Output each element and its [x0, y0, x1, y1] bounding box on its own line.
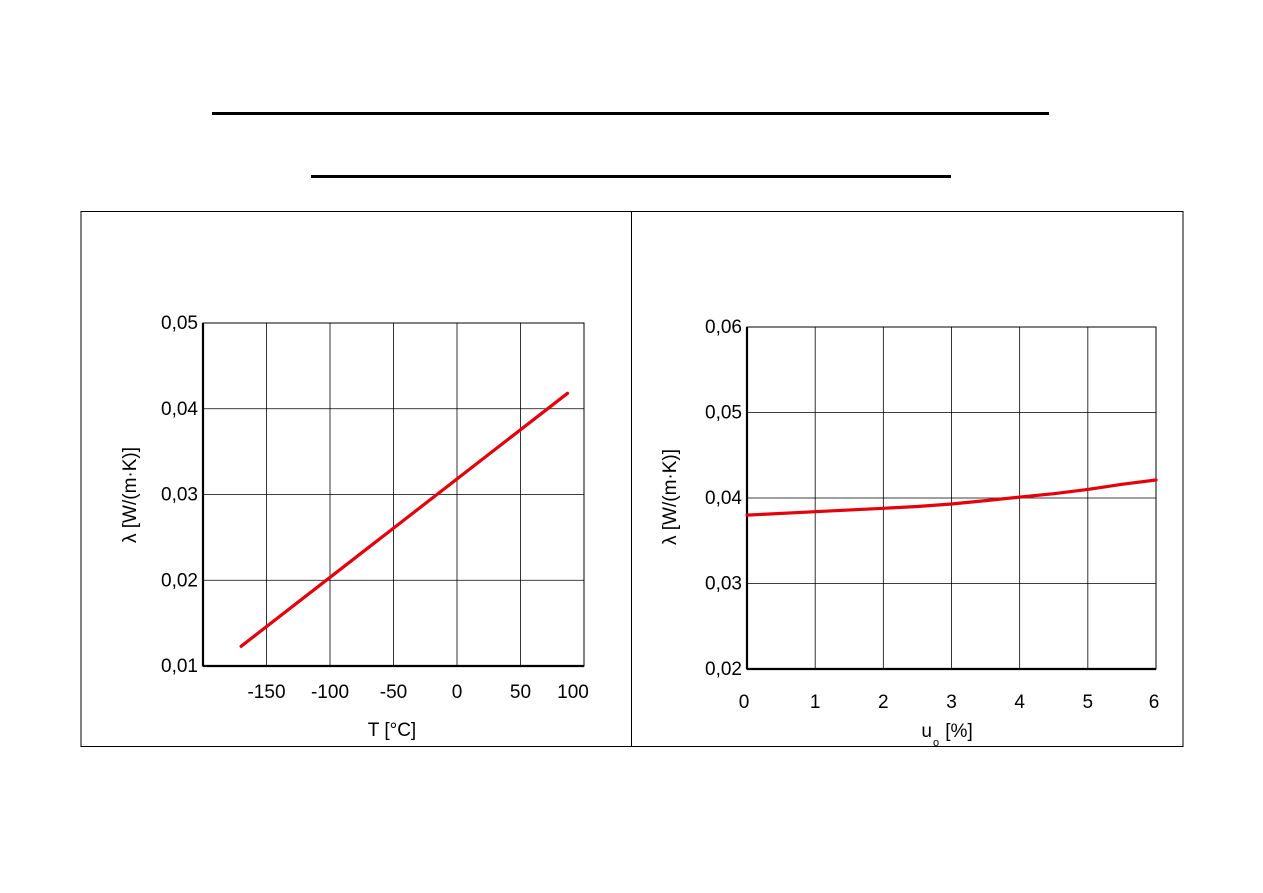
- left-y-tick-label: 0,01: [161, 656, 198, 677]
- right-y-tick-label: 0,05: [705, 403, 742, 424]
- left-y-axis-label: λ [W/(m·K)]: [120, 447, 141, 543]
- left-x-tick-label: -100: [311, 682, 349, 703]
- left-x-tick-label: -50: [380, 682, 407, 703]
- right-x-tick-label: 2: [878, 692, 889, 713]
- left-series-line: [239, 391, 570, 648]
- right-x-axis-label-subscript: o: [933, 737, 939, 749]
- right-y-tick-label: 0,06: [705, 317, 742, 338]
- right-x-tick-label: 5: [1083, 692, 1094, 713]
- chart-right-moisture: λ [W/(m·K)] u o [%] 0,02 0,03 0,04 0,05 0,06…: [660, 317, 1159, 749]
- left-x-tick-label: -150: [247, 682, 285, 703]
- left-x-tick-label: 50: [510, 682, 531, 703]
- right-x-tick-label: 1: [810, 692, 821, 713]
- left-x-tick-label: 0: [452, 682, 463, 703]
- right-x-tick-label: 4: [1014, 692, 1025, 713]
- right-x-tick-label: 3: [946, 692, 957, 713]
- second-divider-line: [311, 175, 951, 178]
- right-x-tick-label: 0: [739, 692, 750, 713]
- left-x-axis-label: T [°C]: [368, 720, 416, 741]
- left-y-tick-label: 0,02: [161, 570, 198, 591]
- top-divider-line: [212, 112, 1049, 115]
- right-x-axis-label-unit: [%]: [940, 721, 973, 742]
- chart-left-temperature: λ [W/(m·K)] T [°C] 0,01 0,02 0,03 0,04 0,05 -…: [120, 313, 589, 741]
- left-x-tick-label: 100: [557, 682, 589, 703]
- right-y-tick-label: 0,02: [705, 659, 742, 680]
- right-y-tick-label: 0,03: [705, 574, 742, 595]
- left-y-tick-label: 0,03: [161, 485, 198, 506]
- right-y-axis-label: λ [W/(m·K)]: [660, 449, 681, 545]
- right-series-line: [745, 478, 1158, 517]
- right-x-axis-label-main: u: [921, 721, 932, 742]
- left-y-tick-label: 0,05: [161, 313, 198, 334]
- right-x-tick-label: 6: [1149, 692, 1160, 713]
- left-y-tick-label: 0,04: [161, 399, 198, 420]
- right-y-tick-label: 0,04: [705, 488, 742, 509]
